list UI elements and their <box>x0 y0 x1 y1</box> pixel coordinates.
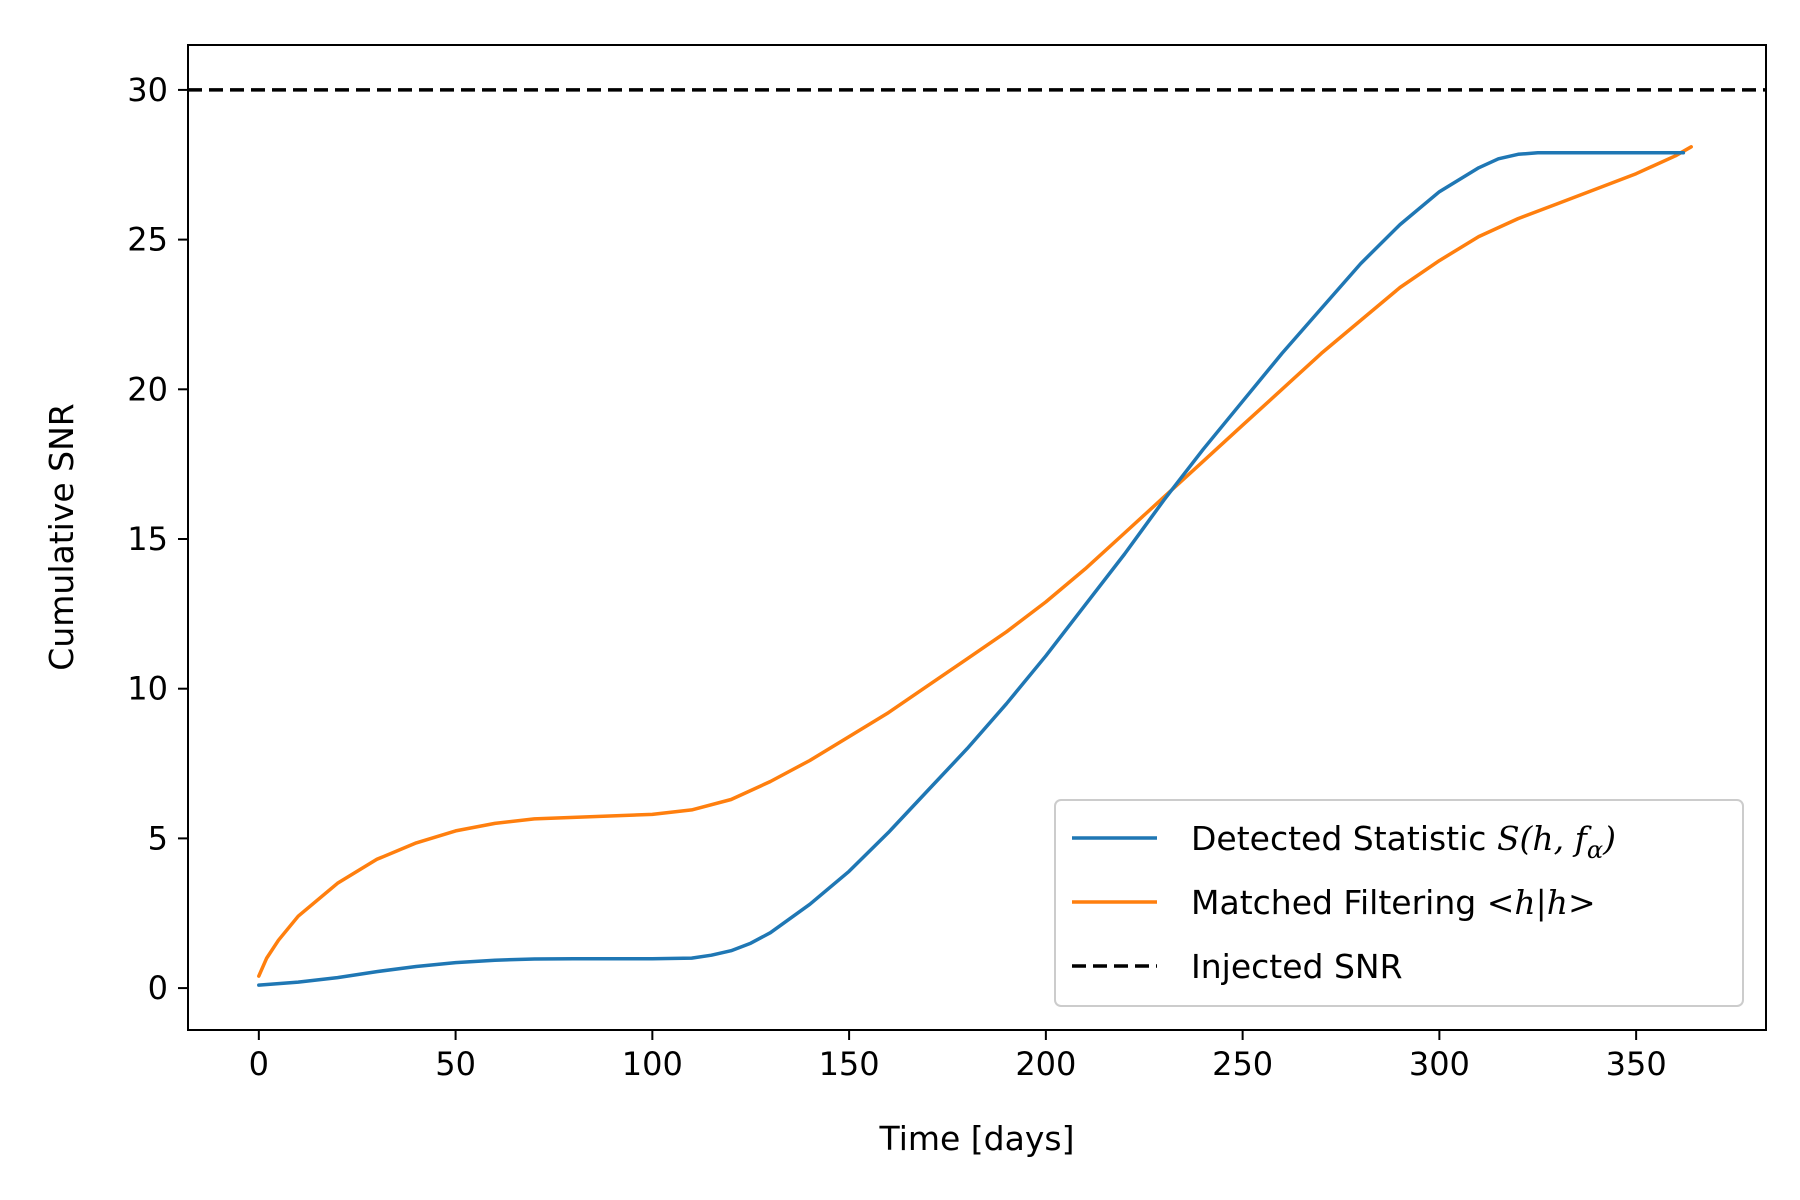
x-axis: 0 50 100 150 200 250 300 350 <box>249 1030 1667 1083</box>
y-axis: 0 5 10 15 20 25 30 <box>127 71 188 1007</box>
y-tick-label: 20 <box>127 370 168 408</box>
legend-label-2: Injected SNR <box>1191 947 1403 986</box>
x-tick-label: 150 <box>819 1045 880 1083</box>
legend: Detected Statistic S(h, fα) Matched Filte… <box>1054 799 1744 1007</box>
x-tick-label: 250 <box>1212 1045 1273 1083</box>
legend-label-1: Matched Filtering <h|h> <box>1191 883 1596 922</box>
x-tick-label: 50 <box>435 1045 476 1083</box>
y-tick-label: 0 <box>148 969 168 1007</box>
y-tick-label: 10 <box>127 670 168 708</box>
x-tick-label: 300 <box>1409 1045 1470 1083</box>
plot-area <box>188 88 1766 987</box>
y-tick-label: 30 <box>127 71 168 109</box>
x-axis-label: Time [days] <box>879 1119 1075 1158</box>
x-tick-label: 200 <box>1015 1045 1076 1083</box>
y-tick-label: 25 <box>127 221 168 259</box>
y-tick-label: 15 <box>127 520 168 558</box>
series-line-0 <box>257 151 1686 987</box>
plot-frame <box>187 44 1767 1031</box>
y-tick-label: 5 <box>148 819 168 857</box>
legend-box <box>1054 799 1744 1007</box>
legend-label-0: Detected Statistic S(h, fα) <box>1191 819 1616 864</box>
y-axis-label: Cumulative SNR <box>42 403 81 670</box>
x-tick-label: 350 <box>1606 1045 1667 1083</box>
series-line-1 <box>257 145 1693 978</box>
x-tick-label: 100 <box>622 1045 683 1083</box>
x-tick-label: 0 <box>249 1045 269 1083</box>
